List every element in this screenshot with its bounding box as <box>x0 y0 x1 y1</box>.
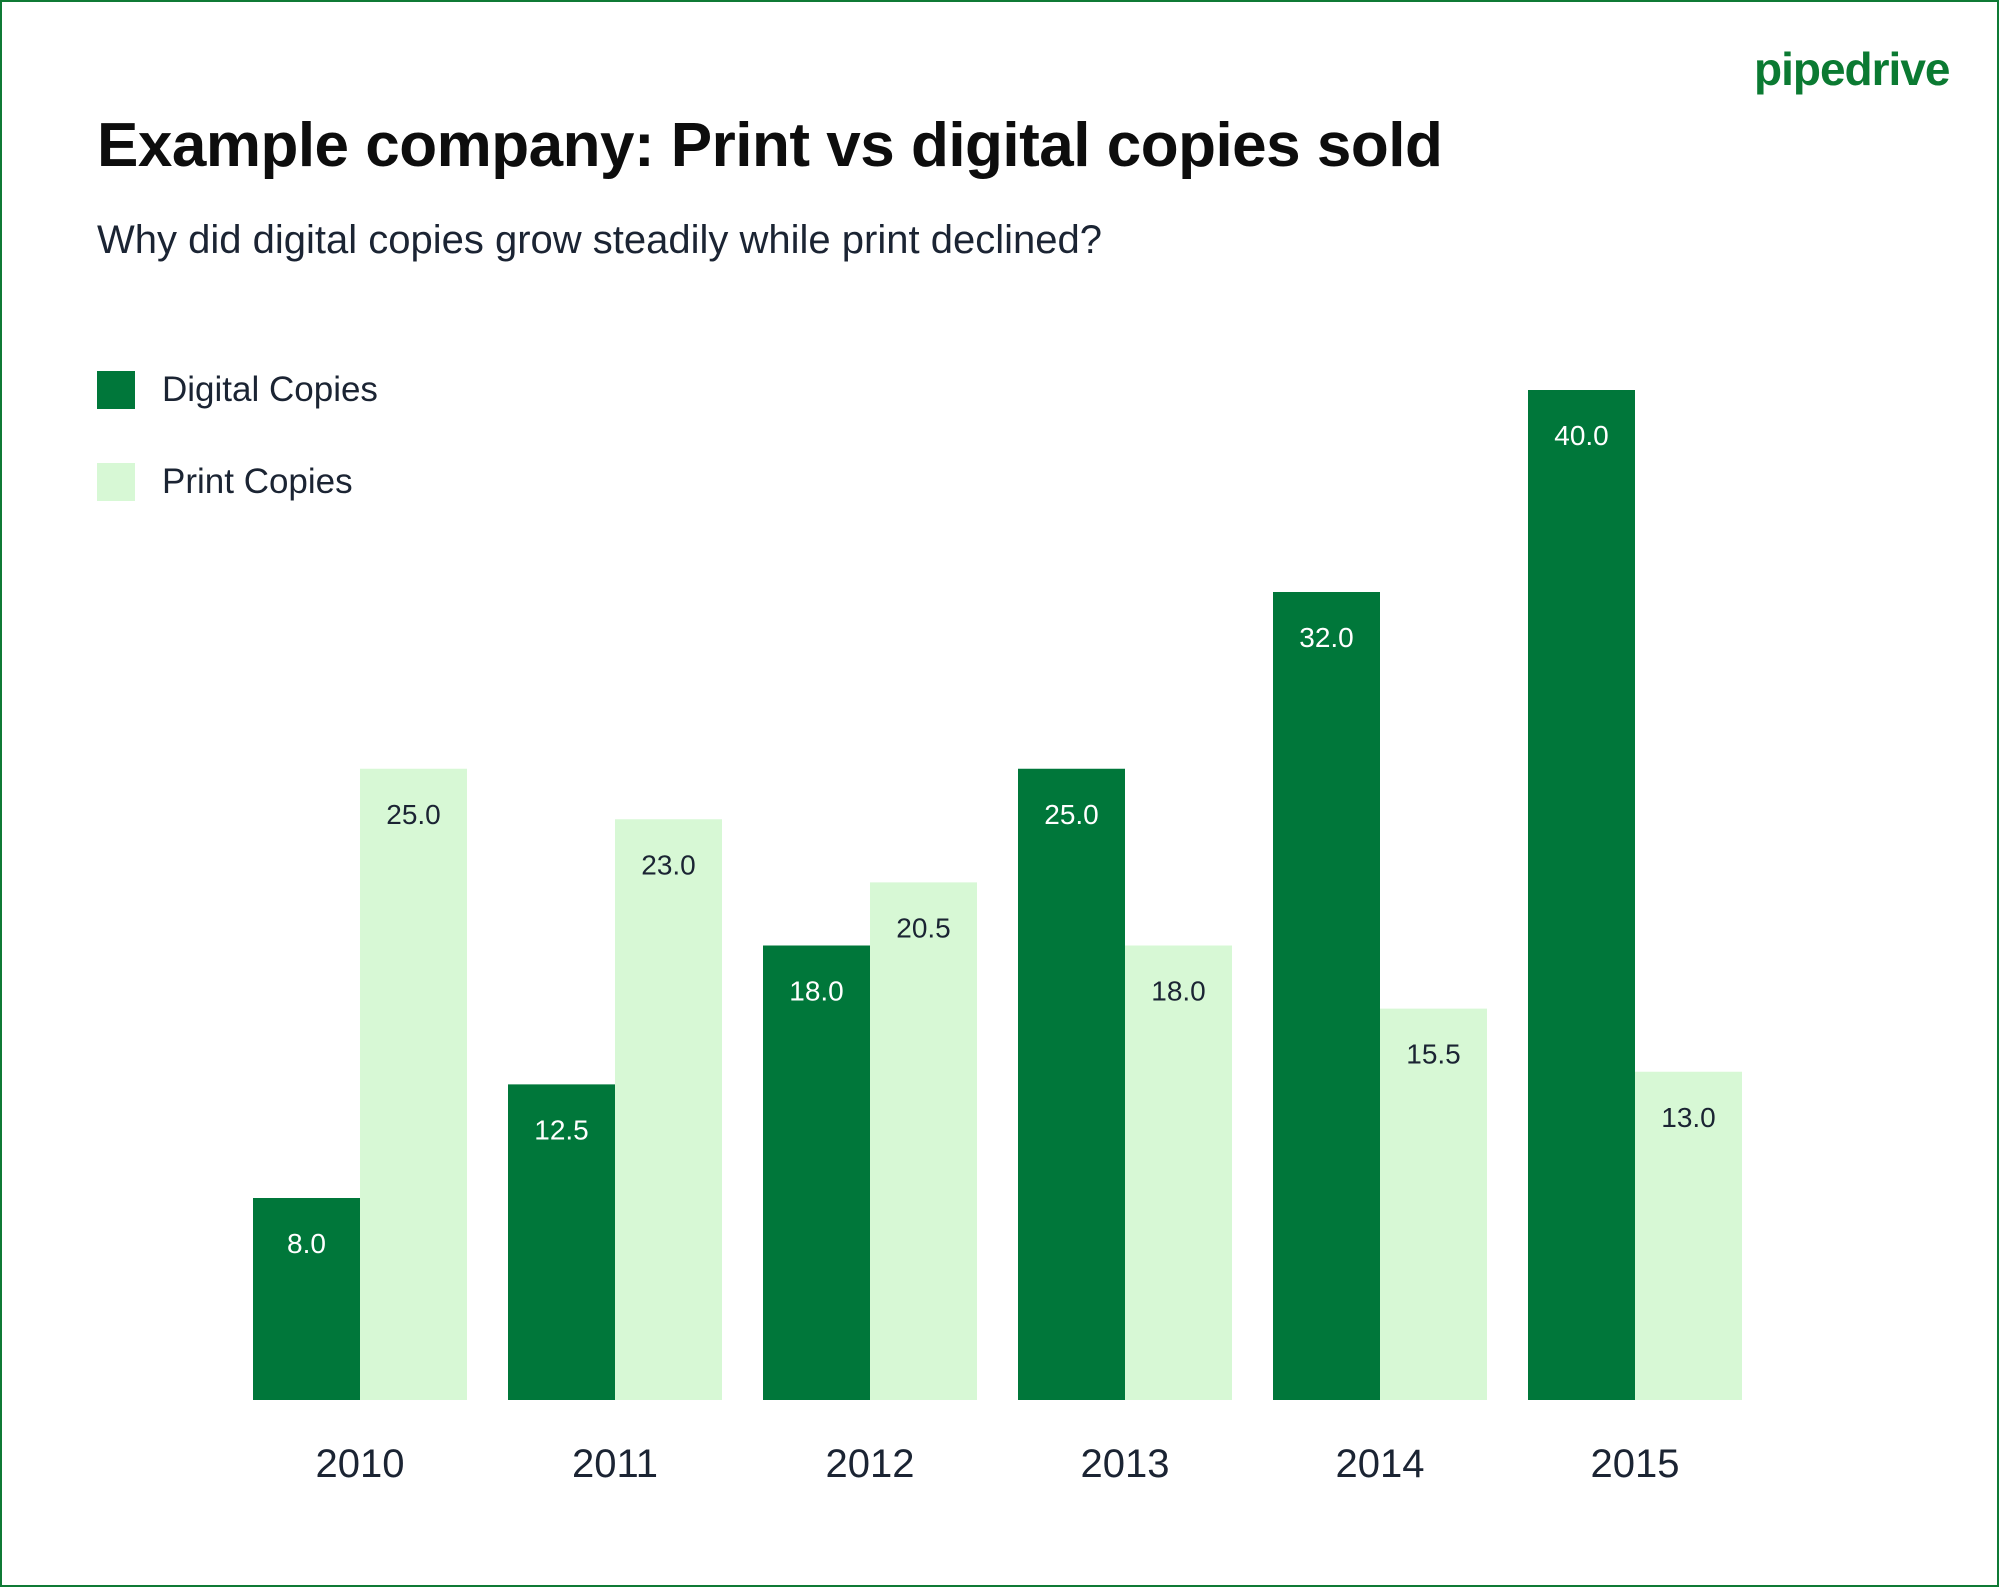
bar-print-2012 <box>870 882 977 1400</box>
data-label: 32.0 <box>1299 622 1354 653</box>
x-tick-label: 2010 <box>316 1442 405 1486</box>
data-label: 40.0 <box>1554 420 1609 451</box>
bar-digital-2010 <box>253 1198 360 1400</box>
data-label: 15.5 <box>1406 1039 1461 1070</box>
data-label: 18.0 <box>1151 976 1206 1007</box>
legend-label: Print Copies <box>162 462 353 501</box>
x-tick-label: 2013 <box>1081 1442 1170 1486</box>
x-tick-label: 2015 <box>1591 1442 1680 1486</box>
bar-print-2011 <box>615 819 722 1400</box>
chart-title: Example company: Print vs digital copies… <box>97 111 1443 180</box>
data-label: 8.0 <box>287 1228 326 1259</box>
legend-item-digital: Digital Copies <box>97 370 378 410</box>
data-label: 23.0 <box>641 849 696 880</box>
legend-item-print: Print Copies <box>97 462 353 502</box>
bar-print-2010 <box>360 768 467 1400</box>
x-tick-label: 2012 <box>826 1442 915 1486</box>
bar-digital-2011 <box>508 1084 615 1400</box>
data-label: 25.0 <box>386 799 441 830</box>
legend-label: Digital Copies <box>162 370 378 409</box>
pipedrive-logo: pipedrive <box>1754 43 1951 95</box>
data-label: 12.5 <box>534 1114 589 1145</box>
x-tick-label: 2011 <box>572 1442 658 1486</box>
bar-digital-2012 <box>763 945 870 1400</box>
legend-swatch-print <box>97 463 135 501</box>
data-label: 18.0 <box>789 976 844 1007</box>
data-label: 13.0 <box>1661 1102 1716 1133</box>
x-tick-label: 2014 <box>1336 1442 1425 1486</box>
bar-print-2015 <box>1635 1071 1742 1400</box>
bar-digital-2014 <box>1273 592 1380 1400</box>
chart-subtitle: Why did digital copies grow steadily whi… <box>97 218 1102 262</box>
bar-digital-2015 <box>1528 390 1635 1400</box>
bar-digital-2013 <box>1018 768 1125 1400</box>
data-label: 25.0 <box>1044 799 1099 830</box>
data-label: 20.5 <box>896 912 951 943</box>
legend-swatch-digital <box>97 371 135 409</box>
bar-print-2013 <box>1125 945 1232 1400</box>
bar-print-2014 <box>1380 1008 1487 1400</box>
